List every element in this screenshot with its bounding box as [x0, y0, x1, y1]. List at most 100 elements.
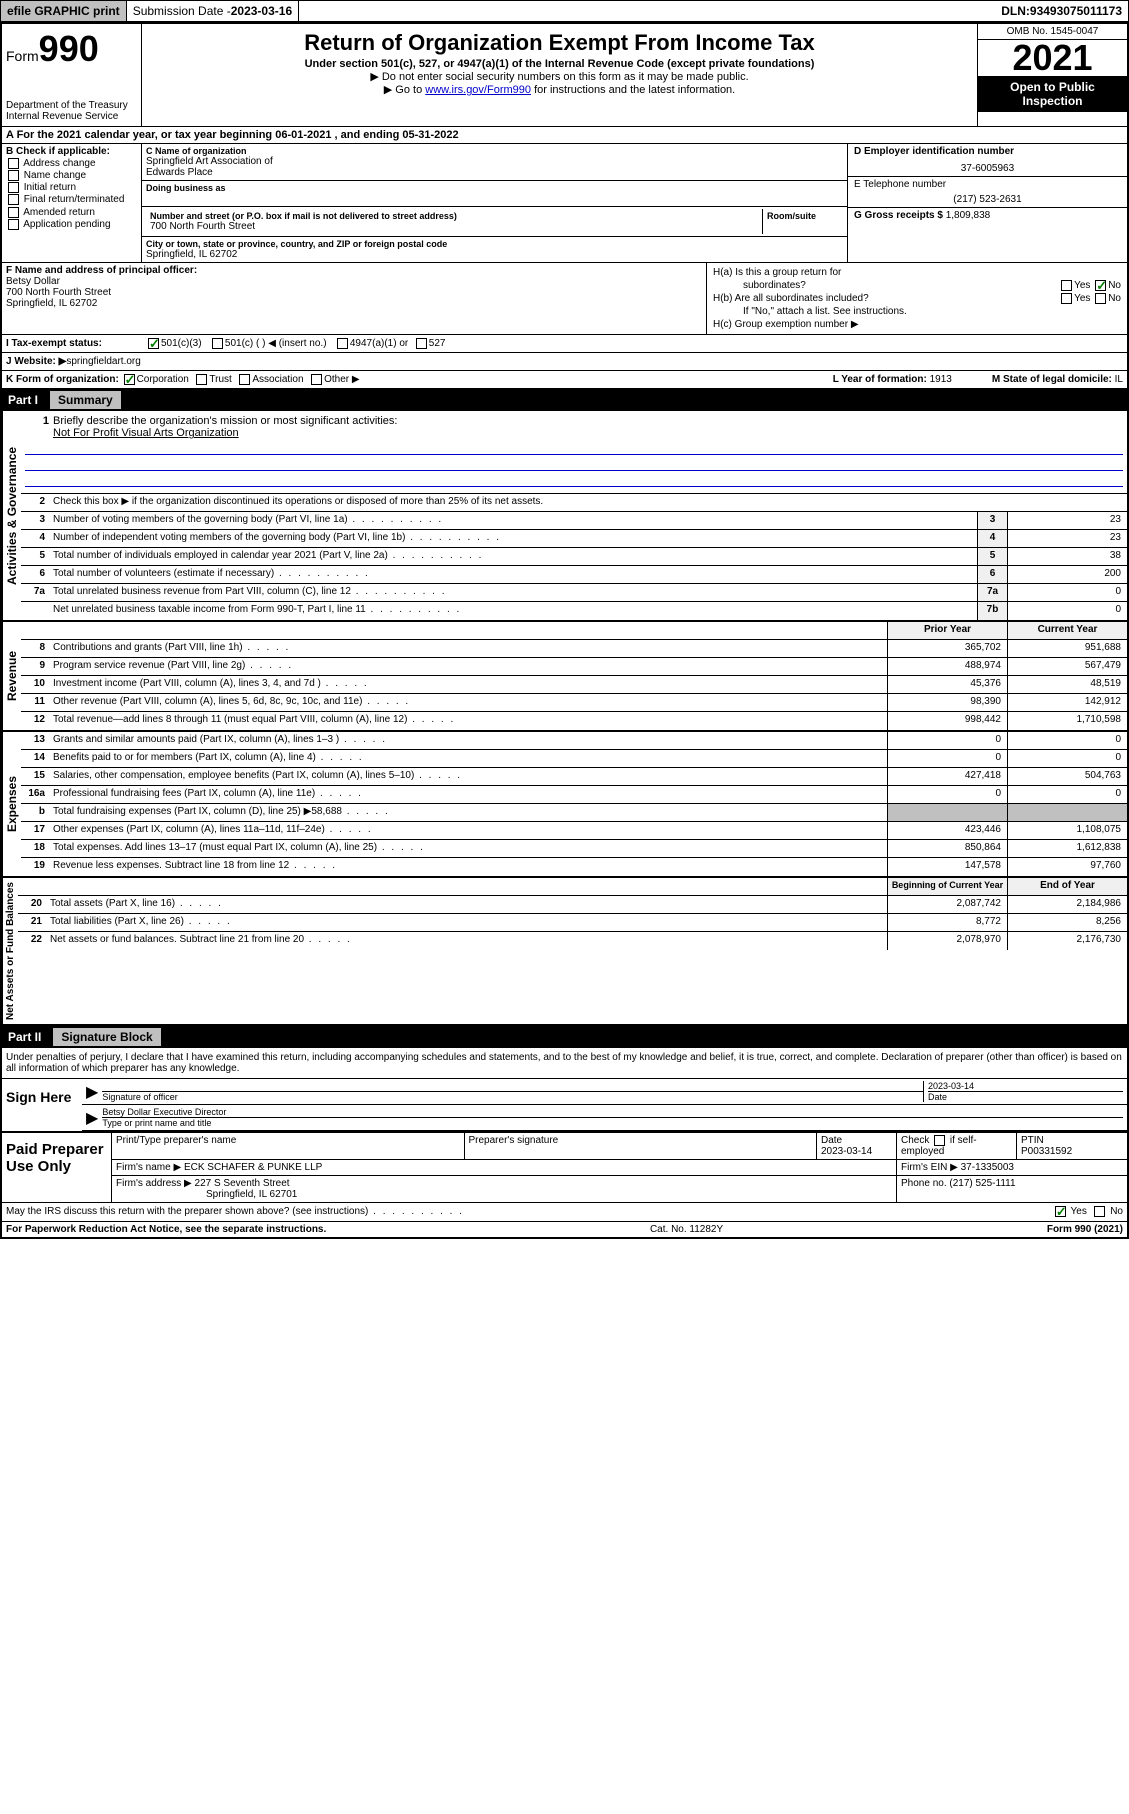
- dln: DLN: 93493075011173: [995, 1, 1128, 21]
- form-subtitle: Under section 501(c), 527, or 4947(a)(1)…: [146, 58, 973, 70]
- summary-row: 12Total revenue—add lines 8 through 11 (…: [21, 712, 1127, 730]
- gross-receipts: 1,809,838: [946, 210, 991, 221]
- summary-row: 10Investment income (Part VIII, column (…: [21, 676, 1127, 694]
- col-f-officer: F Name and address of principal officer:…: [2, 263, 707, 334]
- arrow-icon: ▶: [86, 1108, 98, 1128]
- irs-link[interactable]: www.irs.gov/Form990: [425, 84, 531, 96]
- cat-no: Cat. No. 11282Y: [650, 1224, 723, 1235]
- firm-ein: 37-1335003: [961, 1162, 1014, 1173]
- chk-ha-no[interactable]: [1095, 280, 1106, 291]
- chk-501c3[interactable]: [148, 338, 159, 349]
- chk-final-return[interactable]: [8, 194, 19, 205]
- label-expenses: Expenses: [2, 732, 21, 876]
- chk-527[interactable]: [416, 338, 427, 349]
- chk-ha-yes[interactable]: [1061, 280, 1072, 291]
- chk-other[interactable]: [311, 374, 322, 385]
- submission-date: Submission Date - 2023-03-16: [127, 1, 299, 21]
- chk-discuss-yes[interactable]: [1055, 1206, 1066, 1217]
- sign-here-label: Sign Here: [2, 1079, 82, 1131]
- chk-application-pending[interactable]: [8, 219, 19, 230]
- form-container: Form990 Department of the Treasury Inter…: [0, 22, 1129, 1239]
- summary-row: 18Total expenses. Add lines 13–17 (must …: [21, 840, 1127, 858]
- summary-row: 11Other revenue (Part VIII, column (A), …: [21, 694, 1127, 712]
- sig-date: 2023-03-14: [928, 1081, 1123, 1091]
- section-identity: B Check if applicable: Address change Na…: [2, 144, 1127, 263]
- row-a-tax-year: A For the 2021 calendar year, or tax yea…: [2, 127, 1127, 144]
- row-j-website: J Website: ▶ springfieldart.org: [2, 353, 1127, 371]
- prep-date: 2023-03-14: [821, 1146, 872, 1157]
- mission-text: Not For Profit Visual Arts Organization: [25, 427, 1123, 439]
- summary-row: 16aProfessional fundraising fees (Part I…: [21, 786, 1127, 804]
- chk-discuss-no[interactable]: [1094, 1206, 1105, 1217]
- officer-name-title: Betsy Dollar Executive Director: [102, 1107, 1123, 1117]
- row-i-tax-status: I Tax-exempt status: 501(c)(3) 501(c) ( …: [2, 335, 1127, 353]
- chk-address-change[interactable]: [8, 158, 19, 169]
- summary-row: 7aTotal unrelated business revenue from …: [21, 584, 1127, 602]
- arrow-icon: ▶: [86, 1082, 98, 1102]
- form-title-block: Return of Organization Exempt From Incom…: [142, 24, 977, 126]
- col-b-checkboxes: B Check if applicable: Address change Na…: [2, 144, 142, 262]
- summary-row: bTotal fundraising expenses (Part IX, co…: [21, 804, 1127, 822]
- year-block: OMB No. 1545-0047 2021 Open to Public In…: [977, 24, 1127, 126]
- chk-trust[interactable]: [196, 374, 207, 385]
- summary-governance: Activities & Governance 1Briefly describ…: [2, 411, 1127, 622]
- chk-self-employed[interactable]: [934, 1135, 945, 1146]
- chk-corp[interactable]: [124, 374, 135, 385]
- paid-preparer-label: Paid Preparer Use Only: [2, 1133, 112, 1202]
- summary-row: 13Grants and similar amounts paid (Part …: [21, 732, 1127, 750]
- summary-row: 4Number of independent voting members of…: [21, 530, 1127, 548]
- summary-row: 15Salaries, other compensation, employee…: [21, 768, 1127, 786]
- year-formation: 1913: [930, 374, 952, 385]
- summary-row: 5Total number of individuals employed in…: [21, 548, 1127, 566]
- summary-row: 19Revenue less expenses. Subtract line 1…: [21, 858, 1127, 876]
- goto-note: ▶ Go to www.irs.gov/Form990 for instruct…: [146, 83, 973, 96]
- form-id-block: Form990 Department of the Treasury Inter…: [2, 24, 142, 126]
- ptin: P00331592: [1021, 1146, 1072, 1157]
- summary-row: Net unrelated business taxable income fr…: [21, 602, 1127, 620]
- org-name: Springfield Art Association of: [146, 156, 843, 167]
- summary-row: 14Benefits paid to or for members (Part …: [21, 750, 1127, 768]
- summary-row: 20Total assets (Part X, line 16)2,087,74…: [18, 896, 1127, 914]
- col-c-org-info: C Name of organization Springfield Art A…: [142, 144, 847, 262]
- org-name-2: Edwards Place: [146, 167, 843, 178]
- org-street: 700 North Fourth Street: [150, 221, 758, 232]
- efile-print-button[interactable]: efile GRAPHIC print: [1, 1, 127, 21]
- summary-row: 6Total number of volunteers (estimate if…: [21, 566, 1127, 584]
- firm-phone: (217) 525-1111: [949, 1178, 1015, 1189]
- label-net-assets: Net Assets or Fund Balances: [2, 878, 18, 1024]
- footer-row: For Paperwork Reduction Act Notice, see …: [2, 1222, 1127, 1237]
- open-public-badge: Open to Public Inspection: [978, 76, 1127, 112]
- part2-header: Part II Signature Block: [2, 1026, 1127, 1048]
- paid-preparer-section: Paid Preparer Use Only Print/Type prepar…: [2, 1133, 1127, 1203]
- firm-address: 227 S Seventh Street: [195, 1178, 290, 1189]
- chk-hb-no[interactable]: [1095, 293, 1106, 304]
- summary-row: 9Program service revenue (Part VIII, lin…: [21, 658, 1127, 676]
- form-header: Form990 Department of the Treasury Inter…: [2, 24, 1127, 127]
- row-k-form-org: K Form of organization: Corporation Trus…: [2, 371, 1127, 389]
- summary-row: 3Number of voting members of the governi…: [21, 512, 1127, 530]
- chk-4947[interactable]: [337, 338, 348, 349]
- chk-assoc[interactable]: [239, 374, 250, 385]
- website: springfieldart.org: [66, 356, 140, 367]
- col-h-group: H(a) Is this a group return for subordin…: [707, 263, 1127, 334]
- signature-intro: Under penalties of perjury, I declare th…: [2, 1048, 1127, 1079]
- summary-row: 21Total liabilities (Part X, line 26)8,7…: [18, 914, 1127, 932]
- org-city: Springfield, IL 62702: [146, 249, 843, 260]
- form-title: Return of Organization Exempt From Incom…: [146, 30, 973, 56]
- chk-name-change[interactable]: [8, 170, 19, 181]
- summary-revenue: Revenue Prior YearCurrent Year 8Contribu…: [2, 622, 1127, 732]
- top-bar: efile GRAPHIC print Submission Date - 20…: [0, 0, 1129, 22]
- sign-here-section: Sign Here ▶ Signature of officer 2023-03…: [2, 1079, 1127, 1133]
- col-de-contact: D Employer identification number 37-6005…: [847, 144, 1127, 262]
- chk-hb-yes[interactable]: [1061, 293, 1072, 304]
- ssn-note: ▶ Do not enter social security numbers o…: [146, 70, 973, 83]
- chk-amended[interactable]: [8, 207, 19, 218]
- summary-net-assets: Net Assets or Fund Balances Beginning of…: [2, 878, 1127, 1026]
- summary-row: 8Contributions and grants (Part VIII, li…: [21, 640, 1127, 658]
- summary-expenses: Expenses 13Grants and similar amounts pa…: [2, 732, 1127, 878]
- discuss-row: May the IRS discuss this return with the…: [2, 1203, 1127, 1221]
- section-officer-group: F Name and address of principal officer:…: [2, 263, 1127, 335]
- summary-row: 17Other expenses (Part IX, column (A), l…: [21, 822, 1127, 840]
- chk-initial-return[interactable]: [8, 182, 19, 193]
- chk-501c[interactable]: [212, 338, 223, 349]
